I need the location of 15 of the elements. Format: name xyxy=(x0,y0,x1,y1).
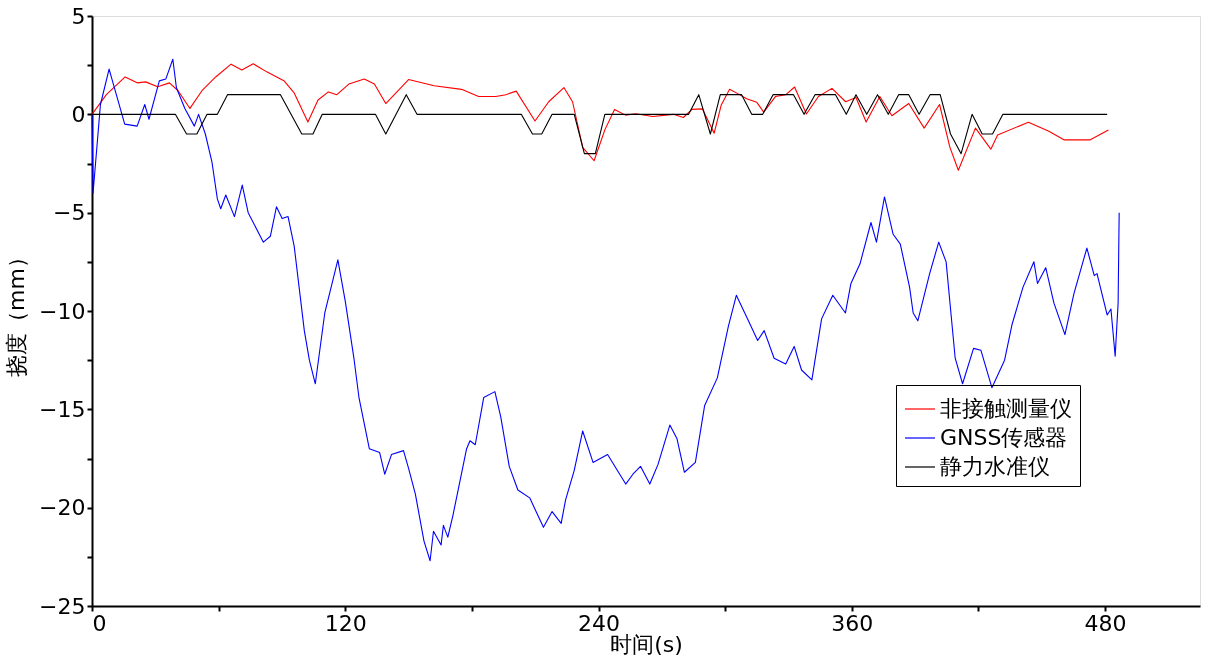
y-tick-label: 0 xyxy=(71,101,86,127)
y-axis-title: 挠度（mm） xyxy=(4,246,30,377)
legend-label: GNSS传感器 xyxy=(940,425,1068,450)
x-tick-label: 480 xyxy=(1084,610,1127,636)
y-tick-label: −5 xyxy=(53,200,86,226)
x-tick-label: 360 xyxy=(831,610,874,636)
legend-label: 非接触测量仪 xyxy=(940,396,1072,421)
x-tick-label: 0 xyxy=(92,610,107,636)
x-tick-label: 120 xyxy=(324,610,367,636)
y-tick-label: −10 xyxy=(39,298,86,324)
y-tick-label: −25 xyxy=(39,593,86,619)
legend-label: 静力水准仪 xyxy=(940,454,1050,479)
y-tick-label: −15 xyxy=(39,396,86,422)
y-tick-label: 5 xyxy=(71,3,86,29)
y-tick-label: −20 xyxy=(39,495,86,521)
